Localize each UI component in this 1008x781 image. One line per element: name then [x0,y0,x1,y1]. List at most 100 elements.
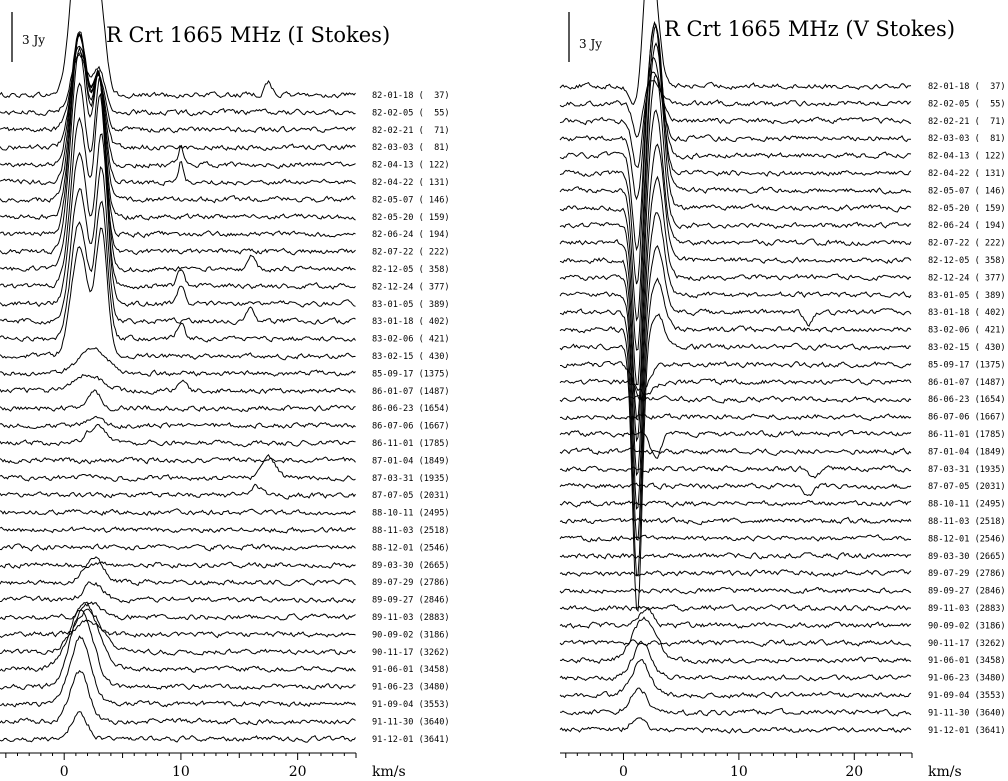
spectrum-trace [559,604,912,612]
epoch-label: 82-06-24 ( 194) [928,221,1006,231]
spectrum-trace [560,360,912,401]
epoch-label: 83-02-06 ( 421) [928,326,1006,336]
epoch-label: 89-07-29 (2786) [372,578,450,588]
chart-title: R Crt 1665 MHz (I Stokes) [106,23,390,47]
epoch-label: 82-12-24 ( 377) [928,273,1006,283]
epoch-label: 87-03-31 (1935) [372,474,450,484]
epoch-label: 82-06-24 ( 194) [372,230,450,240]
spectrum-trace [559,395,912,404]
spectrum-trace [0,227,356,361]
spectrum-trace [0,0,356,99]
epoch-label: 91-11-30 (3640) [928,708,1006,718]
epoch-label: 91-06-01 (3458) [372,665,450,675]
spectra-traces [0,0,356,743]
spectrum-trace [559,569,912,578]
spectrum-trace [559,212,912,510]
spectrum-trace [559,717,912,734]
epoch-label: 83-02-15 ( 430) [372,352,450,362]
epoch-label: 82-02-05 ( 55) [928,99,1006,109]
spectrum-trace [0,389,356,413]
spectrum-trace [559,21,912,252]
spectrum-trace [0,46,356,256]
spectrum-trace [559,447,912,456]
epoch-label: 82-02-21 ( 71) [372,126,450,136]
spectrum-trace [0,508,356,517]
spectrum-trace [0,33,356,221]
epoch-label: 87-03-31 (1935) [928,465,1006,475]
spectrum-trace [0,543,356,552]
epoch-label: 82-04-22 ( 131) [372,178,450,188]
spectrum-trace [559,24,912,322]
spectrum-trace [559,42,912,351]
epoch-label: 88-10-11 (2495) [372,509,450,519]
epoch-label: 85-09-17 (1375) [372,369,450,379]
epoch-label: 82-12-24 ( 377) [372,282,450,292]
epoch-label: 88-11-03 (2518) [928,517,1006,527]
epoch-label: 87-01-04 (1849) [928,447,1006,457]
spectrum-trace [0,609,356,691]
spectrum-trace [0,456,356,465]
spectrum-trace [0,601,356,673]
epoch-label: 91-09-04 (3553) [372,700,450,710]
spectrum-trace [0,526,356,534]
epoch-label: 82-02-21 ( 71) [928,117,1006,127]
spectrum-trace [0,347,356,377]
epoch-label: 82-12-05 ( 358) [928,256,1006,266]
epoch-label: 82-05-20 ( 159) [372,213,450,223]
epoch-labels: 82-01-18 ( 37) 82-02-05 ( 55) 82-02-21 ( 7… [372,91,450,745]
spectrum-trace [559,313,912,612]
spectrum-trace [559,74,912,386]
epoch-label: 89-09-27 (2846) [928,587,1006,597]
spectrum-trace [0,619,356,639]
spectrum-trace [0,373,356,395]
x-ticks: 0 10 20 [565,753,913,780]
spectrum-trace [0,556,356,587]
spectrum-trace [0,415,356,430]
epoch-label: 89-03-30 (2665) [928,552,1006,562]
epoch-label: 89-03-30 (2665) [372,561,450,571]
epoch-label: 88-12-01 (2546) [372,543,450,553]
spectrum-trace [559,378,912,396]
spectrum-trace [0,608,356,656]
spectrum-trace [0,200,356,343]
spectrum-trace [559,71,912,169]
spectrum-trace [0,33,356,239]
spectrum-trace [0,423,356,448]
epoch-label: 82-01-18 ( 37) [928,82,1006,92]
x-tick-label: 0 [60,764,69,780]
panel-v-stokes: 3 Jy R Crt 1665 MHz (V Stokes) 82-01-18 … [559,0,1006,780]
spectrum-trace [0,483,356,500]
epoch-label: 82-05-20 ( 159) [928,204,1006,214]
spectrum-trace [0,52,356,117]
epoch-label: 91-12-01 (3641) [372,735,450,745]
spectrum-trace [0,31,356,169]
epoch-label: 86-07-06 (1667) [928,413,1006,423]
x-tick-label: 20 [845,764,863,780]
epoch-label: 82-07-22 ( 222) [372,248,450,258]
spectrum-trace [0,635,356,708]
spectrum-trace [559,109,912,421]
epoch-label: 86-07-06 (1667) [372,422,450,432]
epoch-label: 87-01-04 (1849) [372,456,450,466]
spectrum-trace [559,464,912,479]
spectrum-trace [0,92,356,290]
epoch-label: 86-06-23 (1654) [372,404,450,414]
epoch-label: 83-02-06 ( 421) [372,335,450,345]
spectrum-trace [0,34,356,204]
epoch-label: 82-01-18 ( 37) [372,91,450,101]
epoch-label: 86-01-07 (1487) [928,378,1006,388]
epoch-label: 87-07-05 (2031) [372,491,450,501]
spectrum-trace [559,499,912,508]
spectrum-trace [0,453,356,482]
epoch-label: 91-06-23 (3480) [928,674,1006,684]
epoch-label: 91-11-30 (3640) [372,717,450,727]
spectrum-trace [559,516,912,526]
epoch-label: 91-09-04 (3553) [928,691,1006,701]
spectrum-trace [559,659,912,699]
x-tick-label: 20 [289,764,307,780]
spectrum-trace [559,429,912,459]
epoch-label: 89-09-27 (2846) [372,596,450,606]
spectrum-trace [559,244,912,541]
spectrum-trace [559,56,912,201]
spectrum-trace [0,581,356,604]
